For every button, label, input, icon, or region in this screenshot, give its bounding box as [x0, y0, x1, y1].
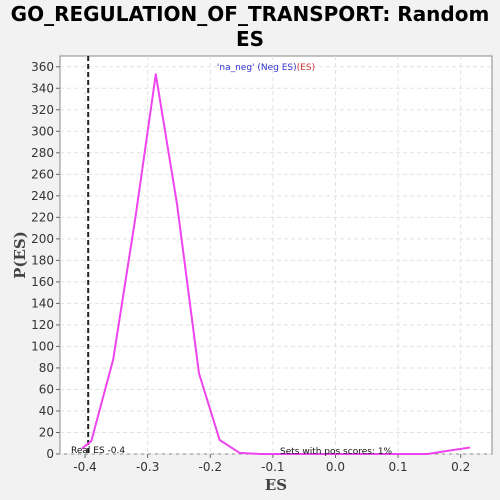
plot-area — [60, 56, 492, 454]
legend-entry-neg-es: 'na_neg' (Neg ES) — [217, 63, 297, 73]
y-tick-label: 300 — [31, 124, 54, 138]
x-tick-label: -0.4 — [73, 460, 96, 474]
y-axis-title: P(ES) — [11, 231, 29, 279]
y-tick-label: 360 — [31, 60, 54, 74]
y-tick-label: 240 — [31, 189, 54, 203]
x-tick-label: -0.1 — [261, 460, 284, 474]
legend-entry-es: (ES) — [297, 63, 315, 73]
real-es-annotation: Real ES -0.4 — [71, 446, 125, 456]
x-tick-label: 0.2 — [451, 460, 470, 474]
legend: 'na_neg' (Neg ES)(ES) — [217, 63, 315, 73]
y-tick-label: 40 — [39, 404, 54, 418]
y-tick-label: 180 — [31, 253, 54, 267]
y-tick-label: 20 — [39, 425, 54, 439]
x-tick-label: 0.1 — [389, 460, 408, 474]
y-tick-label: 340 — [31, 81, 54, 95]
x-axis-title: ES — [265, 476, 287, 494]
y-tick-label: 0 — [46, 447, 54, 461]
y-tick-label: 220 — [31, 210, 54, 224]
x-tick-label: -0.3 — [136, 460, 159, 474]
y-tick-label: 80 — [39, 361, 54, 375]
x-tick-label: 0.0 — [326, 460, 345, 474]
y-tick-label: 320 — [31, 103, 54, 117]
y-tick-label: 60 — [39, 382, 54, 396]
y-tick-label: 280 — [31, 146, 54, 160]
y-tick-label: 200 — [31, 232, 54, 246]
y-tick-label: 160 — [31, 275, 54, 289]
y-tick-label: 100 — [31, 339, 54, 353]
y-tick-label: 140 — [31, 296, 54, 310]
pos-scores-annotation: Sets with pos scores: 1% — [280, 447, 393, 457]
y-tick-label: 260 — [31, 167, 54, 181]
y-tick-label: 120 — [31, 318, 54, 332]
x-tick-label: -0.2 — [199, 460, 222, 474]
